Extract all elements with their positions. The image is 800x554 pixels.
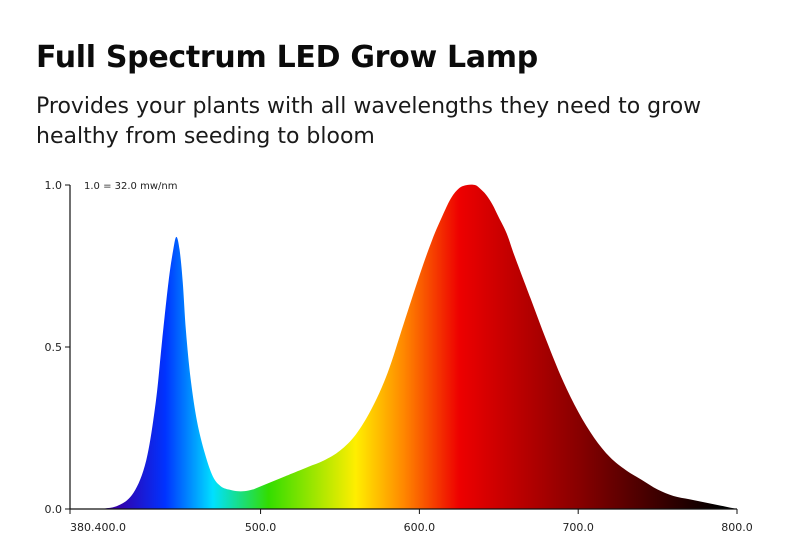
x-tick-label: 500.0 — [245, 521, 277, 534]
axis-ticks: 0.0 0.5 1.0 380.400.0 500.0 600.0 700.0 800.0 — [45, 179, 753, 534]
page-subtitle: Provides your plants with all wavelength… — [36, 94, 702, 149]
y-tick-label: 0.5 — [45, 341, 63, 354]
x-tick-label: 800.0 — [721, 521, 753, 534]
y-tick-label: 0.0 — [45, 503, 63, 516]
x-tick-label: 700.0 — [562, 521, 594, 534]
y-tick-label: 1.0 — [45, 179, 63, 192]
spectrum-area — [98, 184, 738, 509]
page-title: Full Spectrum LED Grow Lamp — [36, 40, 538, 75]
plot-area — [98, 184, 738, 509]
x-tick-label: 380.400.0 — [70, 521, 126, 534]
x-tick-label: 600.0 — [404, 521, 436, 534]
intensity-scale-note: 1.0 = 32.0 mw/nm — [84, 181, 177, 192]
